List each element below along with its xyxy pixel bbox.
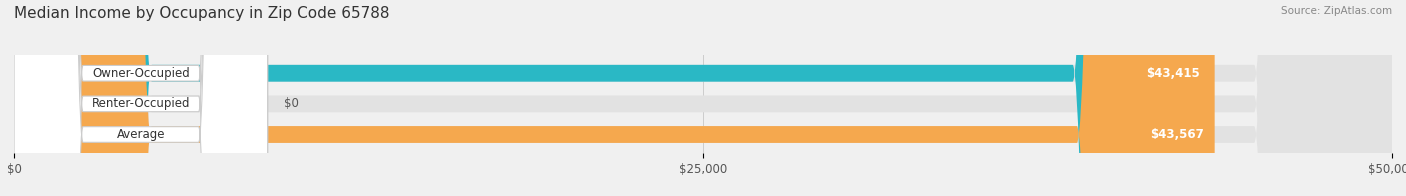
- Text: Median Income by Occupancy in Zip Code 65788: Median Income by Occupancy in Zip Code 6…: [14, 6, 389, 21]
- Text: Source: ZipAtlas.com: Source: ZipAtlas.com: [1281, 6, 1392, 16]
- FancyBboxPatch shape: [14, 0, 267, 196]
- Text: Renter-Occupied: Renter-Occupied: [91, 97, 190, 110]
- FancyBboxPatch shape: [14, 0, 267, 196]
- Text: Owner-Occupied: Owner-Occupied: [91, 67, 190, 80]
- FancyBboxPatch shape: [14, 0, 1392, 196]
- Text: $43,415: $43,415: [1146, 67, 1199, 80]
- FancyBboxPatch shape: [14, 0, 1392, 196]
- FancyBboxPatch shape: [14, 0, 1392, 196]
- FancyBboxPatch shape: [14, 0, 267, 196]
- Text: $43,567: $43,567: [1150, 128, 1204, 141]
- Text: Average: Average: [117, 128, 165, 141]
- FancyBboxPatch shape: [14, 0, 1215, 196]
- Text: $0: $0: [284, 97, 299, 110]
- FancyBboxPatch shape: [14, 0, 1211, 196]
